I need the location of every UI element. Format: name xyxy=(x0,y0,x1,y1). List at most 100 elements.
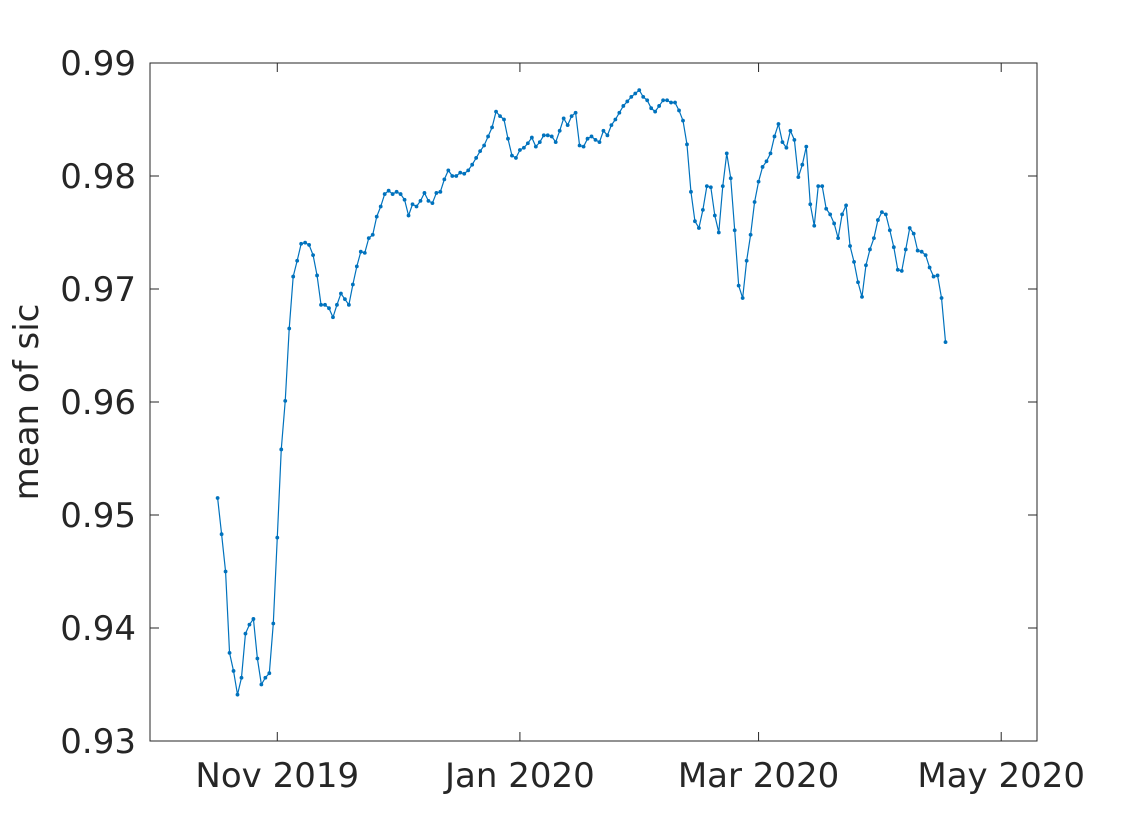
data-point xyxy=(868,247,872,252)
data-point xyxy=(784,145,789,150)
data-point xyxy=(700,208,705,212)
data-point xyxy=(295,258,300,263)
data-point xyxy=(553,140,558,145)
x-axis: Nov 2019 Jan 2020 Mar 2020 May 2020 xyxy=(195,63,1085,796)
data-point xyxy=(776,122,781,126)
y-axis-label: mean of sic xyxy=(7,304,47,501)
data-point xyxy=(565,123,570,128)
y-tick-label: 0.97 xyxy=(60,270,136,310)
data-point xyxy=(677,108,681,113)
data-point xyxy=(788,128,793,133)
data-point xyxy=(895,267,900,272)
data-point xyxy=(299,241,304,246)
data-point xyxy=(255,656,260,661)
data-point xyxy=(382,192,387,196)
data-point xyxy=(879,210,884,215)
data-point xyxy=(438,189,443,194)
data-point xyxy=(569,114,574,119)
data-point xyxy=(876,218,880,222)
data-point xyxy=(911,231,916,236)
data-point xyxy=(323,302,327,307)
data-point xyxy=(370,232,375,237)
data-point xyxy=(279,447,284,452)
data-point xyxy=(398,192,403,196)
data-point xyxy=(808,202,813,207)
data-point xyxy=(223,569,228,574)
data-point xyxy=(724,151,729,156)
data-point xyxy=(466,168,471,173)
data-point xyxy=(748,232,753,237)
data-point xyxy=(780,140,785,145)
x-tick-label: Nov 2019 xyxy=(195,756,359,796)
data-point xyxy=(728,176,733,181)
data-point xyxy=(422,191,427,195)
data-point xyxy=(390,192,395,196)
data-point xyxy=(521,145,526,150)
data-point xyxy=(541,133,546,138)
data-point xyxy=(681,118,685,123)
data-point xyxy=(291,274,296,279)
data-point xyxy=(450,174,455,178)
data-point xyxy=(907,226,912,230)
data-point xyxy=(844,203,848,208)
data-point xyxy=(704,184,709,189)
data-point xyxy=(259,682,264,687)
data-point xyxy=(573,110,578,115)
data-point xyxy=(629,95,634,99)
data-point xyxy=(235,692,240,697)
data-point xyxy=(490,125,494,130)
data-point xyxy=(887,228,892,233)
data-point xyxy=(561,116,566,121)
data-point xyxy=(378,204,383,209)
data-point xyxy=(243,631,248,636)
data-point xyxy=(903,247,908,252)
data-point xyxy=(840,212,844,217)
data-point xyxy=(247,622,252,627)
data-point xyxy=(430,201,435,206)
data-point xyxy=(836,236,841,241)
data-point xyxy=(227,650,232,655)
data-point xyxy=(645,98,650,103)
data-point xyxy=(410,202,415,207)
data-point xyxy=(414,204,419,209)
data-point xyxy=(744,258,749,263)
data-point xyxy=(494,109,498,114)
data-point xyxy=(529,135,534,140)
data-point xyxy=(525,141,530,146)
data-point xyxy=(506,136,510,141)
data-point xyxy=(665,98,669,103)
data-point xyxy=(649,106,654,111)
data-point xyxy=(533,144,538,149)
data-point xyxy=(581,144,586,149)
data-point xyxy=(350,282,355,287)
data-point xyxy=(824,206,829,211)
data-point xyxy=(307,243,311,247)
data-point xyxy=(537,140,542,145)
x-tick-label: Mar 2020 xyxy=(678,756,839,796)
data-point xyxy=(752,200,757,204)
data-point xyxy=(796,175,801,180)
data-point xyxy=(319,302,323,307)
data-point xyxy=(486,134,490,139)
data-point xyxy=(498,114,502,119)
data-point xyxy=(736,283,741,288)
y-axis: 0.93 0.94 0.95 0.96 0.97 0.98 0.99 xyxy=(60,44,1037,762)
data-point xyxy=(864,263,868,268)
data-point xyxy=(585,136,590,141)
plot-area xyxy=(149,62,1038,742)
data-point xyxy=(712,213,717,218)
data-point xyxy=(673,100,677,105)
data-point xyxy=(939,296,944,300)
data-point xyxy=(406,213,411,218)
data-point xyxy=(362,250,367,255)
data-point xyxy=(923,253,928,257)
data-point xyxy=(343,297,347,302)
y-tick-label: 0.95 xyxy=(60,496,136,536)
data-point xyxy=(800,162,805,167)
data-point xyxy=(545,133,550,138)
data-point xyxy=(458,170,463,175)
data-point xyxy=(510,153,514,158)
x-tick-label: Jan 2020 xyxy=(443,756,595,796)
data-point xyxy=(927,265,932,270)
data-point xyxy=(474,156,479,160)
